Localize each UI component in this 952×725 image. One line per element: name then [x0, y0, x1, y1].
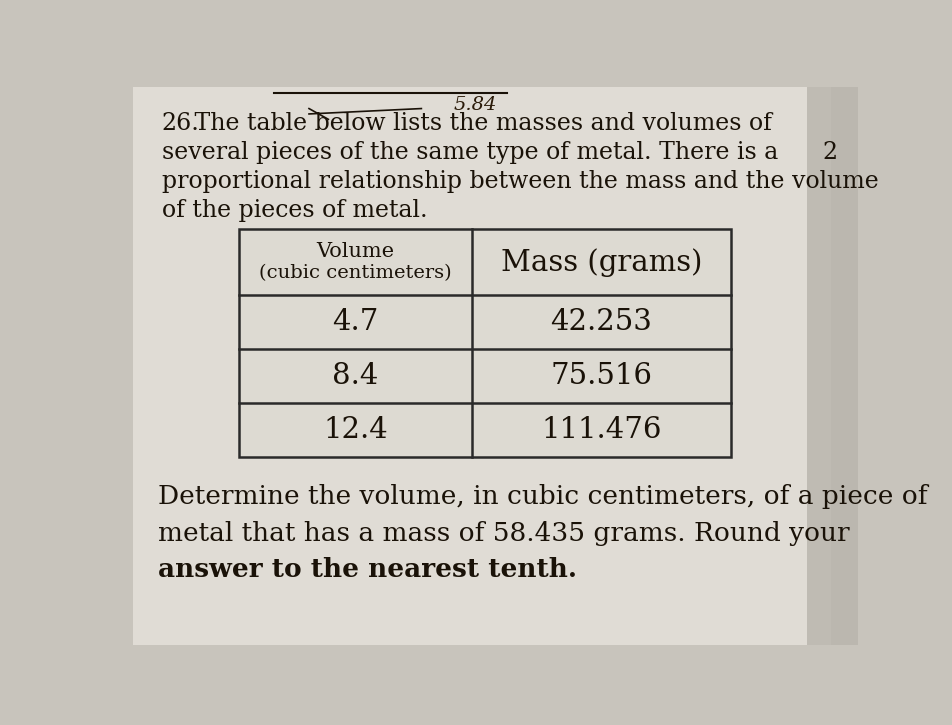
- Text: 8.4: 8.4: [332, 362, 378, 390]
- Text: proportional relationship between the mass and the volume: proportional relationship between the ma…: [162, 170, 878, 193]
- Bar: [239, 229, 730, 457]
- Text: several pieces of the same type of metal. There is a: several pieces of the same type of metal…: [162, 141, 777, 164]
- Bar: [239, 229, 730, 457]
- Text: (cubic centimeters): (cubic centimeters): [259, 264, 451, 282]
- Text: 75.516: 75.516: [550, 362, 652, 390]
- Text: 26.: 26.: [162, 112, 199, 135]
- Text: answer to the nearest tenth.: answer to the nearest tenth.: [158, 558, 576, 582]
- Text: of the pieces of metal.: of the pieces of metal.: [162, 199, 426, 223]
- Text: 111.476: 111.476: [541, 415, 661, 444]
- Text: Mass (grams): Mass (grams): [501, 248, 702, 276]
- Text: 12.4: 12.4: [323, 415, 387, 444]
- Text: 42.253: 42.253: [550, 308, 652, 336]
- Text: The table below lists the masses and volumes of: The table below lists the masses and vol…: [187, 112, 770, 135]
- Text: Determine the volume, in cubic centimeters, of a piece of: Determine the volume, in cubic centimete…: [158, 484, 926, 508]
- Text: 2: 2: [822, 141, 836, 164]
- Bar: [806, 87, 857, 645]
- Text: 4.7: 4.7: [332, 308, 378, 336]
- Text: Volume: Volume: [316, 242, 394, 261]
- Text: 5.84: 5.84: [453, 96, 497, 115]
- Text: metal that has a mass of 58.435 grams. Round your: metal that has a mass of 58.435 grams. R…: [158, 521, 848, 545]
